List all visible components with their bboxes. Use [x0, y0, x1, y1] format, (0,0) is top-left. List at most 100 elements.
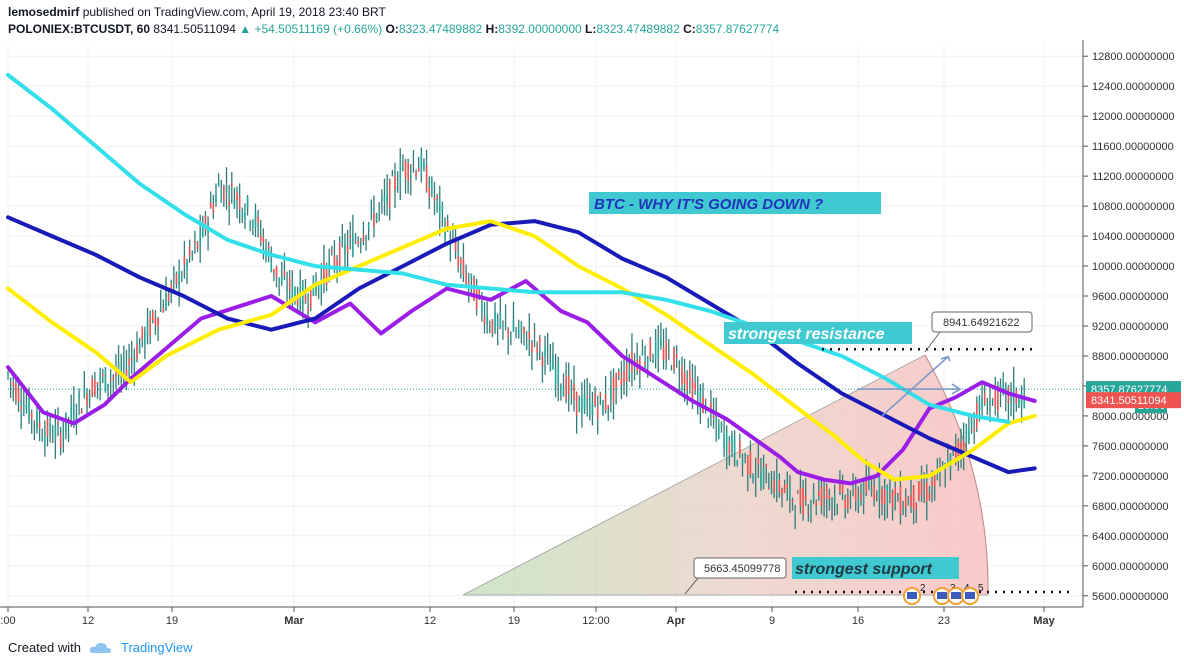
candle-body	[983, 392, 986, 405]
candle-body	[157, 318, 159, 327]
candle-body	[130, 358, 133, 360]
candle-body	[494, 311, 496, 331]
candle-body	[96, 382, 99, 385]
fan-arc	[924, 354, 989, 596]
candle-body	[396, 186, 399, 191]
candle-body	[107, 384, 109, 388]
candle-body	[307, 307, 309, 312]
candle-body	[799, 487, 802, 507]
candle-body	[296, 296, 299, 306]
candle-body	[531, 341, 533, 353]
ma-yellow-line	[6, 219, 1037, 482]
candle-body	[783, 484, 786, 493]
candle-body	[757, 457, 760, 465]
candle-body	[499, 312, 502, 328]
x-tick-label: 9	[769, 615, 775, 627]
projection-arrowhead	[940, 355, 951, 362]
candle-body	[196, 242, 199, 250]
candle-body	[228, 201, 230, 207]
low-value: 8323.47489882	[596, 22, 680, 36]
candle-body	[394, 175, 396, 191]
candle-body	[683, 372, 686, 384]
candle-body	[825, 486, 828, 499]
x-tick-label: 12	[424, 615, 436, 627]
last-price: 8341.50511094	[153, 22, 236, 36]
candle-body	[997, 386, 999, 412]
candle-body	[115, 371, 117, 377]
candle-body	[438, 198, 441, 217]
y-tick-label: 12000.00000000	[1092, 111, 1175, 123]
candle-body	[162, 306, 165, 313]
candle-body	[694, 382, 696, 391]
candle-body	[86, 393, 88, 407]
candle-body	[402, 167, 404, 170]
candle-body	[486, 314, 488, 324]
footer: Created with TradingView	[8, 640, 193, 655]
candle-body	[15, 383, 17, 401]
candle-body	[889, 482, 891, 492]
candle-body	[399, 163, 402, 185]
x-tick-label: 12:00	[582, 615, 610, 627]
candle-body	[646, 358, 649, 368]
candle-body	[765, 463, 768, 468]
candle-body	[286, 289, 288, 292]
x-tick-label: 19	[508, 615, 520, 627]
candle-body	[857, 496, 860, 506]
candle-body	[328, 259, 330, 268]
symbol-label[interactable]: POLONIEX:BTCUSDT, 60	[8, 22, 151, 36]
event-count-label: 2	[920, 583, 926, 594]
candle-body	[151, 311, 154, 321]
y-tick-label: 10000.00000000	[1092, 261, 1175, 273]
candle-body	[607, 405, 610, 408]
candle-body	[431, 179, 433, 194]
candle-body	[699, 390, 702, 412]
candle-body	[1023, 396, 1026, 409]
candle-body	[920, 481, 923, 495]
price-tags: 8357.8762777420:008341.50511094	[1086, 381, 1181, 414]
candle-body	[947, 458, 949, 463]
candle-body	[554, 368, 557, 386]
candle-body	[465, 273, 467, 284]
open-value: 8323.47489882	[398, 22, 483, 36]
candle-body	[62, 433, 65, 439]
candle-body	[154, 318, 157, 325]
candle-body	[860, 493, 862, 501]
candle-body	[17, 387, 20, 403]
candle-body	[378, 205, 381, 207]
candle-body	[549, 363, 552, 372]
candle-body	[575, 392, 578, 416]
candle-body	[660, 341, 662, 345]
candle-body	[886, 486, 889, 506]
x-tick-label: :00	[0, 615, 15, 627]
candle-body	[146, 319, 149, 337]
candle-body	[36, 410, 38, 430]
candle-body	[59, 433, 62, 449]
candle-body	[44, 433, 46, 445]
candle-body	[986, 414, 989, 416]
candle-body	[191, 252, 194, 254]
last-price-tag: 8341.50511094	[1091, 395, 1167, 407]
candle-body	[525, 344, 528, 348]
candle-body	[238, 196, 241, 210]
candle-body	[828, 495, 831, 499]
candle-body	[802, 488, 804, 515]
candle-body	[333, 255, 336, 267]
candle-body	[230, 183, 233, 186]
event-flag-icon	[951, 592, 961, 599]
candle-body	[736, 460, 739, 466]
candle-body	[944, 479, 947, 481]
y-tick-label: 6800.00000000	[1092, 501, 1168, 513]
author-name[interactable]: lemosedmirf	[8, 5, 80, 19]
candle-body	[412, 164, 415, 166]
y-tick-label: 10800.00000000	[1092, 201, 1175, 213]
x-tick-label: 16	[852, 615, 864, 627]
tradingview-link[interactable]: TradingView	[120, 640, 193, 655]
candle-body	[978, 401, 981, 411]
candle-body	[125, 368, 128, 380]
candle-body	[562, 386, 565, 397]
candle-body	[512, 320, 515, 332]
candle-body	[417, 168, 420, 172]
candle-body	[844, 499, 846, 509]
candle-body	[199, 229, 201, 245]
